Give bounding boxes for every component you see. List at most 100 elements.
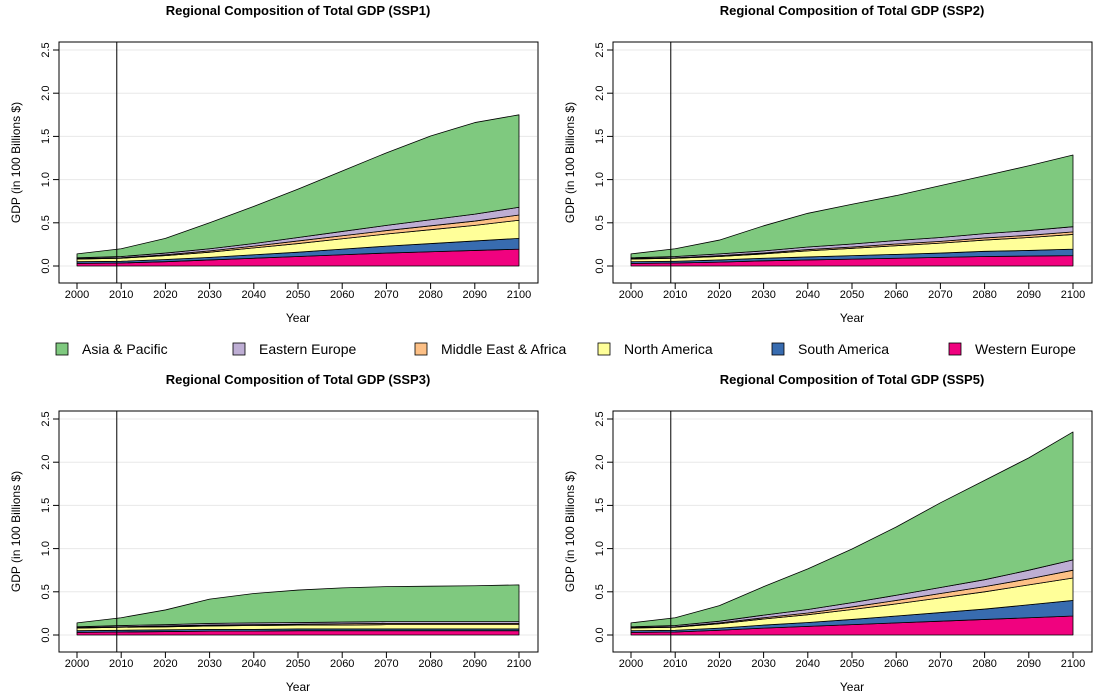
y-tick-label: 1.0 [594,172,606,187]
x-tick-label: 2020 [153,658,177,670]
legend-item: North America [597,341,713,357]
x-tick-label: 2040 [242,658,266,670]
x-tick-label: 2050 [286,289,310,301]
y-tick-label: 0.5 [40,584,52,599]
x-tick-label: 2010 [663,658,687,670]
x-tick-label: 2030 [751,658,775,670]
x-tick-label: 2060 [330,289,354,301]
x-tick-label: 2030 [197,658,221,670]
x-tick-label: 2070 [928,658,952,670]
x-tick-label: 2030 [197,289,221,301]
area-asia-pacific [630,431,1074,628]
y-axis-label: GDP (in 100 Billions $) [563,102,577,223]
y-axis-label: GDP (in 100 Billions $) [563,471,577,592]
y-tick-label: 2.0 [594,86,606,101]
x-axis-label: Year [286,680,310,694]
x-tick-label: 2020 [153,289,177,301]
y-axis-label: GDP (in 100 Billions $) [9,102,23,223]
y-tick-label: 0.0 [594,627,606,642]
y-tick-label: 1.5 [594,129,606,144]
area-asia-pacific [76,114,520,259]
x-tick-label: 2060 [330,658,354,670]
x-tick-label: 2010 [663,289,687,301]
chart-title: Regional Composition of Total GDP (SSP2) [720,3,985,18]
legend-item: Eastern Europe [232,341,356,357]
x-axis-label: Year [840,680,864,694]
x-tick-label: 2010 [109,658,133,670]
legend-swatch [771,342,785,356]
y-tick-label: 1.0 [594,541,606,556]
x-tick-label: 2040 [242,289,266,301]
x-tick-label: 2000 [65,289,89,301]
y-tick-label: 0.5 [594,584,606,599]
chart-title: Regional Composition of Total GDP (SSP5) [720,372,985,387]
x-tick-label: 2070 [928,289,952,301]
chart-panel-1: Regional Composition of Total GDP (SSP1)… [9,3,539,325]
legend-swatch [414,342,428,356]
chart-title: Regional Composition of Total GDP (SSP3) [166,372,431,387]
x-tick-label: 2050 [840,289,864,301]
x-tick-label: 2060 [884,658,908,670]
legend-label: South America [798,341,889,357]
x-tick-label: 2090 [1017,658,1041,670]
x-tick-label: 2090 [463,658,487,670]
chart-panel-4: Regional Composition of Total GDP (SSP5)… [563,372,1093,694]
y-tick-label: 0.0 [40,258,52,273]
x-tick-label: 2080 [972,289,996,301]
y-tick-label: 1.0 [40,541,52,556]
legend: Asia & Pacific Eastern Europe Middle East … [55,341,1076,357]
legend-swatch [232,342,246,356]
x-tick-label: 2050 [286,658,310,670]
x-tick-label: 2000 [619,658,643,670]
x-tick-label: 2040 [796,289,820,301]
x-tick-label: 2000 [65,658,89,670]
x-tick-label: 2090 [463,289,487,301]
x-tick-label: 2100 [1061,658,1085,670]
y-tick-label: 1.5 [40,129,52,144]
x-tick-label: 2100 [1061,289,1085,301]
y-tick-label: 1.5 [40,498,52,513]
legend-swatch [597,342,611,356]
x-axis-label: Year [840,311,864,325]
y-tick-label: 2.5 [594,42,606,57]
y-tick-label: 0.5 [40,215,52,230]
legend-item: Western Europe [948,341,1076,357]
legend-label: Middle East & Africa [441,341,566,357]
y-tick-label: 2.0 [594,455,606,470]
x-tick-label: 2100 [507,658,531,670]
x-tick-label: 2080 [418,289,442,301]
legend-label: Asia & Pacific [82,341,168,357]
y-tick-label: 0.0 [40,627,52,642]
y-tick-label: 2.5 [594,411,606,426]
x-tick-label: 2020 [707,289,731,301]
x-axis-label: Year [286,311,310,325]
x-tick-label: 2000 [619,289,643,301]
y-axis-label: GDP (in 100 Billions $) [9,471,23,592]
y-tick-label: 0.0 [594,258,606,273]
y-tick-label: 1.0 [40,172,52,187]
x-tick-label: 2080 [418,658,442,670]
x-tick-label: 2070 [374,658,398,670]
legend-label: Western Europe [975,341,1076,357]
legend-swatch [55,342,69,356]
y-tick-label: 2.5 [40,411,52,426]
legend-swatch [948,342,962,356]
x-tick-label: 2050 [840,658,864,670]
x-tick-label: 2070 [374,289,398,301]
legend-label: Eastern Europe [259,341,356,357]
y-tick-label: 2.5 [40,42,52,57]
y-tick-label: 1.5 [594,498,606,513]
y-tick-label: 0.5 [594,215,606,230]
chart-title: Regional Composition of Total GDP (SSP1) [166,3,431,18]
legend-item: Middle East & Africa [414,341,566,357]
y-tick-label: 2.0 [40,455,52,470]
x-tick-label: 2010 [109,289,133,301]
legend-item: South America [771,341,889,357]
area-asia-pacific [76,584,520,628]
x-tick-label: 2030 [751,289,775,301]
x-tick-label: 2020 [707,658,731,670]
x-tick-label: 2090 [1017,289,1041,301]
legend-item: Asia & Pacific [55,341,168,357]
legend-label: North America [624,341,713,357]
